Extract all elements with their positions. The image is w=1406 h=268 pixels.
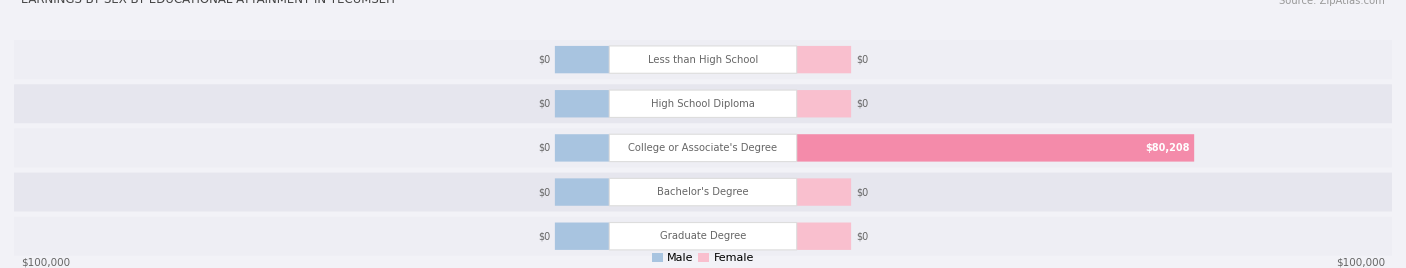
Text: $100,000: $100,000 — [21, 258, 70, 268]
Text: College or Associate's Degree: College or Associate's Degree — [628, 143, 778, 153]
FancyBboxPatch shape — [555, 178, 609, 206]
Text: Bachelor's Degree: Bachelor's Degree — [657, 187, 749, 197]
FancyBboxPatch shape — [609, 222, 797, 250]
Legend: Male, Female: Male, Female — [647, 248, 759, 268]
FancyBboxPatch shape — [797, 134, 1194, 162]
FancyBboxPatch shape — [797, 46, 851, 73]
Text: EARNINGS BY SEX BY EDUCATIONAL ATTAINMENT IN TECUMSEH: EARNINGS BY SEX BY EDUCATIONAL ATTAINMEN… — [21, 0, 395, 6]
FancyBboxPatch shape — [609, 134, 797, 162]
FancyBboxPatch shape — [609, 46, 797, 73]
Text: Source: ZipAtlas.com: Source: ZipAtlas.com — [1279, 0, 1385, 6]
Text: Graduate Degree: Graduate Degree — [659, 231, 747, 241]
FancyBboxPatch shape — [609, 90, 797, 117]
FancyBboxPatch shape — [797, 222, 851, 250]
FancyBboxPatch shape — [14, 173, 1392, 211]
Text: $80,208: $80,208 — [1144, 143, 1189, 153]
Text: High School Diploma: High School Diploma — [651, 99, 755, 109]
Text: $0: $0 — [537, 231, 550, 241]
Text: $0: $0 — [856, 187, 869, 197]
FancyBboxPatch shape — [14, 128, 1392, 167]
Text: Less than High School: Less than High School — [648, 55, 758, 65]
Text: $100,000: $100,000 — [1336, 258, 1385, 268]
Text: $0: $0 — [537, 143, 550, 153]
FancyBboxPatch shape — [555, 134, 609, 162]
FancyBboxPatch shape — [555, 222, 609, 250]
FancyBboxPatch shape — [797, 178, 851, 206]
FancyBboxPatch shape — [14, 84, 1392, 123]
FancyBboxPatch shape — [555, 46, 609, 73]
Text: $0: $0 — [856, 231, 869, 241]
FancyBboxPatch shape — [609, 178, 797, 206]
FancyBboxPatch shape — [797, 90, 851, 117]
Text: $0: $0 — [537, 55, 550, 65]
Text: $0: $0 — [537, 99, 550, 109]
Text: $0: $0 — [856, 55, 869, 65]
FancyBboxPatch shape — [555, 90, 609, 117]
FancyBboxPatch shape — [14, 40, 1392, 79]
FancyBboxPatch shape — [14, 217, 1392, 256]
Text: $0: $0 — [537, 187, 550, 197]
Text: $0: $0 — [856, 99, 869, 109]
